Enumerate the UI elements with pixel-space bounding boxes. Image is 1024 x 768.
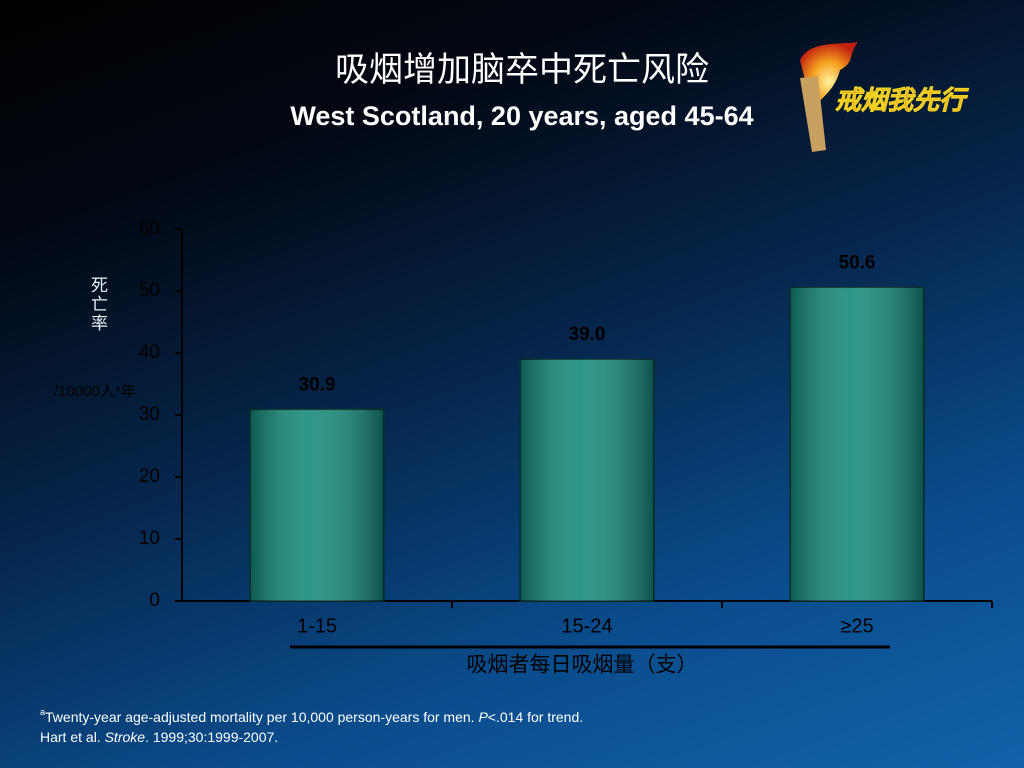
footnote-italic: Stroke bbox=[105, 729, 146, 745]
footnote: Hart et al. Stroke. 1999;30:1999-2007. bbox=[40, 729, 278, 745]
x-axis-title: 吸烟者每日吸烟量（支） bbox=[467, 654, 698, 677]
footnote-text: . 1999;30:1999-2007. bbox=[145, 729, 278, 745]
bar-shade bbox=[790, 287, 924, 601]
logo: 戒烟我先行 bbox=[800, 42, 969, 152]
x-tick-label: 15-24 bbox=[561, 615, 612, 637]
value-label: 39.0 bbox=[569, 324, 606, 345]
footnote-text: Hart et al. bbox=[40, 729, 105, 745]
footnote-text: Twenty-year age-adjusted mortality per 1… bbox=[45, 709, 478, 725]
y-tick-label: 0 bbox=[149, 590, 160, 611]
value-label: 50.6 bbox=[839, 252, 876, 273]
x-tick-label: ≥25 bbox=[840, 615, 873, 637]
footnote-sup: a bbox=[40, 707, 45, 717]
y-tick-label: 20 bbox=[139, 466, 160, 487]
chart-subtitle: West Scotland, 20 years, aged 45-64 bbox=[290, 101, 753, 131]
y-tick-label: 60 bbox=[139, 218, 160, 239]
footnote-italic: P bbox=[478, 709, 488, 725]
x-tick-label: 1-15 bbox=[297, 615, 337, 637]
value-label: 30.9 bbox=[299, 374, 336, 395]
footnote-text: <.014 for trend. bbox=[488, 709, 583, 725]
bar-shade bbox=[250, 409, 384, 601]
y-tick-label: 40 bbox=[139, 342, 160, 363]
footnote: aTwenty-year age-adjusted mortality per … bbox=[40, 707, 583, 724]
logo-torch bbox=[800, 76, 826, 152]
y-unit: /10000人*年 bbox=[54, 383, 136, 400]
y-tick-label: 10 bbox=[139, 528, 160, 549]
y-axis-title: 死亡率 bbox=[88, 276, 107, 333]
y-tick-label: 50 bbox=[139, 280, 160, 301]
y-tick-label: 30 bbox=[139, 404, 160, 425]
logo-text: 戒烟我先行 bbox=[835, 85, 969, 115]
chart-title: 吸烟增加脑卒中死亡风险 bbox=[335, 51, 709, 89]
bar-shade bbox=[520, 359, 654, 601]
